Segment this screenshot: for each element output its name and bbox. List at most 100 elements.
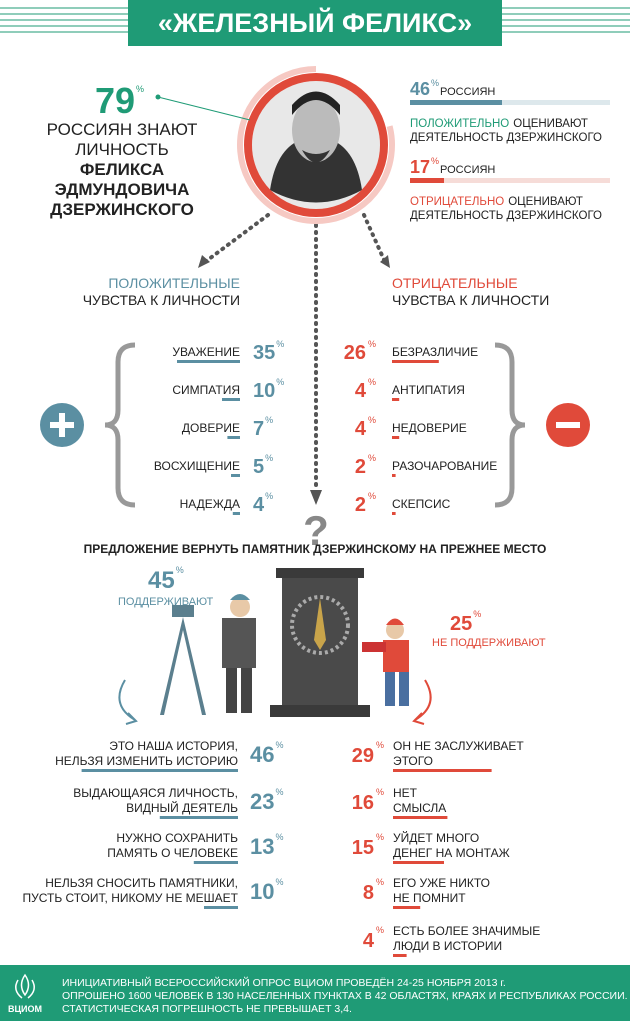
feeling-value: 4 [355,418,367,440]
footer-logo-icon [15,973,35,999]
negative-title: ОТРИЦАТЕЛЬНЫЕ [392,275,518,291]
rating-object: ДЕЯТЕЛЬНОСТЬ ДЗЕРЖИНСКОГО [410,132,602,144]
rating-value: 17 [410,157,430,177]
percent-sign: % [376,787,384,797]
awareness-arc [237,66,395,224]
percent-sign: % [265,491,273,501]
oppose-arrow [412,679,432,725]
reason-value: 8 [363,882,374,904]
awareness-name: ДЗЕРЖИНСКОГО [50,200,194,219]
awareness-name: ЭДМУНДОВИЧА [55,180,190,199]
footer-band [0,965,630,1021]
feeling-value: 4 [253,494,265,516]
percent-sign: % [276,339,284,349]
feeling-value: 2 [355,494,366,516]
reason-bar [193,861,238,864]
header-banner [128,0,502,46]
support-arrow [118,679,138,725]
reason-text: ВЫДАЮЩАЯСЯ ЛИЧНОСТЬ, [73,786,238,800]
feeling-bar [392,474,396,477]
feeling-bar [222,398,240,401]
reason-bar [159,816,238,819]
feeling-label: НЕДОВЕРИЕ [392,421,467,435]
reason-bar [393,816,448,819]
percent-sign: % [376,877,384,887]
feeling-value: 4 [355,380,367,402]
percent-sign: % [265,453,273,463]
feeling-value: 10 [253,380,275,402]
plus-sign [50,413,74,437]
percent-sign: % [368,453,376,463]
percent-sign: % [368,491,376,501]
rating-verb: ОЦЕНИВАЮТ [508,196,583,208]
reason-value: 16 [352,792,374,814]
support-label: ПОДДЕРЖИВАЮТ [118,596,214,608]
feeling-label: РАЗОЧАРОВАНИЕ [392,459,497,473]
reason-text: ЕСТЬ БОЛЕЕ ЗНАЧИМЫЕ [393,924,540,938]
percent-sign: % [368,377,376,387]
reason-value: 10 [250,879,274,904]
tripod [160,605,206,715]
reason-value: 15 [352,837,374,859]
arrow-heads [198,255,390,505]
feeling-value: 2 [355,456,366,478]
demolisher [362,618,409,706]
reason-bar [393,954,407,957]
feeling-label: ДОВЕРИЕ [182,421,240,435]
reason-text: ОН НЕ ЗАСЛУЖИВАЕТ [393,739,524,753]
reason-text: ЕГО УЖЕ НИКТО [393,876,490,890]
feeling-label: УВАЖЕНИЕ [172,345,240,359]
reason-text: ПУСТЬ СТОИТ, НИКОМУ НЕ МЕШАЕТ [22,891,238,905]
reason-text: ДЕНЕГ НА МОНТАЖ [393,846,510,860]
reason-bar [393,769,492,772]
feeling-bar [231,474,240,477]
feeling-bar [392,512,396,515]
percent-sign: % [473,609,481,619]
feeling-label: СИМПАТИЯ [172,383,240,397]
positive-title: ПОЛОЖИТЕЛЬНЫЕ [108,275,240,291]
leader-dot [155,94,161,100]
percent-sign: % [368,415,376,425]
portrait-face [292,98,340,162]
percent-sign: % [376,740,384,750]
reason-bar [393,906,421,909]
reason-text: НЕТ [393,786,418,800]
feeling-value: 26 [344,342,366,364]
title: «ЖЕЛЕЗНЫЙ ФЕЛИКС» [158,7,472,38]
footer-text: ОПРОШЕНО 1600 ЧЕЛОВЕК В 130 НАСЕЛЕННЫХ П… [62,990,628,1002]
reason-text: НЕЛЬЗЯ СНОСИТЬ ПАМЯТНИКИ, [45,876,238,890]
reason-text: УЙДЕТ МНОГО [393,830,479,845]
feeling-bar [392,360,439,363]
reason-text: НЕЛЬЗЯ ИЗМЕНИТЬ ИСТОРИЮ [55,754,238,768]
feeling-value: 5 [253,456,264,478]
feeling-bar [392,436,400,439]
braces [104,342,526,508]
rating-bar [410,100,502,105]
reason-text: ЛЮДИ В ИСТОРИИ [393,939,502,953]
monument-emblem [290,595,350,655]
feeling-label: АНТИПАТИЯ [392,383,465,397]
percent-sign: % [176,565,184,575]
support-value: 45 [148,567,175,594]
rating-track [410,178,610,183]
official [222,594,256,713]
reason-text: ЭТОГО [393,754,433,768]
leader-line [157,96,251,121]
awareness-text: ЛИЧНОСТЬ [75,140,168,159]
reason-text: ВИДНЫЙ ДЕЯТЕЛЬ [126,800,238,815]
monument-top [276,568,364,578]
rating-bar [410,178,444,183]
portrait-beard [302,150,330,163]
monument-sword [314,598,326,650]
question-mark: ? [303,507,329,554]
rating-object: ДЕЯТЕЛЬНОСТЬ ДЗЕРЖИНСКОГО [410,210,602,222]
reason-value: 23 [250,789,274,814]
percent-sign: % [136,84,144,94]
feeling-label: НАДЕЖДА [180,497,240,511]
monument-base [270,705,370,717]
rating-verdict: ПОЛОЖИТЕЛЬНО [410,118,509,130]
feeling-value: 7 [253,418,264,440]
portrait-ring [244,73,388,217]
percent-sign: % [275,832,283,842]
